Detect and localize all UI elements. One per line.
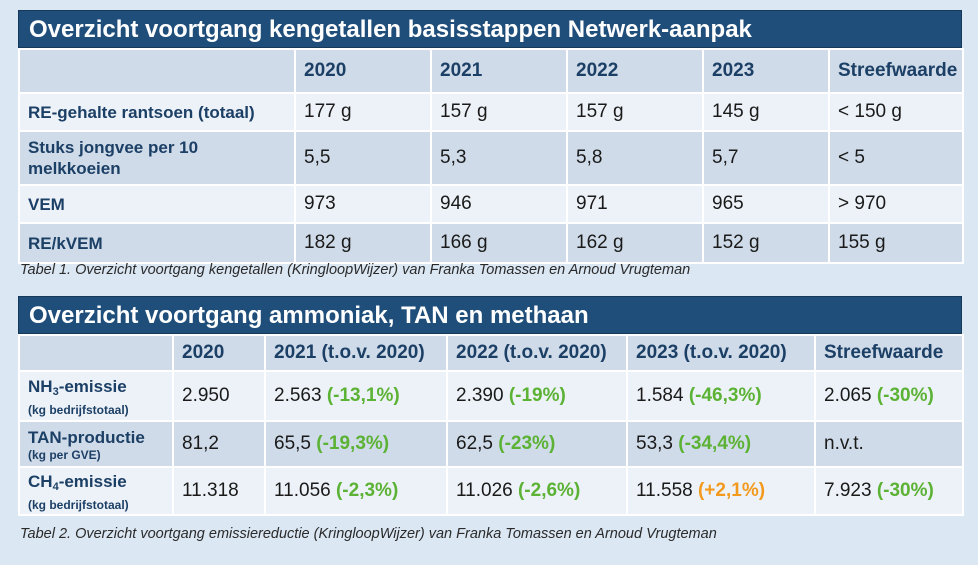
- change-percent: (-13,1%): [326, 385, 400, 406]
- table-cell: 11.056 (-2,3%): [264, 466, 448, 516]
- table-cell: 157 g: [430, 92, 568, 132]
- table-cell: 1.584 (-46,3%): [626, 370, 816, 422]
- table-cell: 152 g: [702, 222, 830, 264]
- row-label: TAN-productie (kg per GVE): [18, 420, 174, 468]
- table-row: RE/kVEM 182 g 166 g 162 g 152 g 155 g: [18, 222, 964, 264]
- table-cell: 11.026 (-2,6%): [446, 466, 628, 516]
- table1-caption: Tabel 1. Overzicht voortgang kengetallen…: [20, 262, 691, 278]
- table2-caption: Tabel 2. Overzicht voortgang emissieredu…: [20, 526, 717, 542]
- row-label: NH3-emissie (kg bedrijfstotaal): [18, 370, 174, 422]
- row-sublabel: (kg bedrijfstotaal): [28, 497, 129, 512]
- change-percent: (-19%): [508, 385, 566, 406]
- table1-header-cell: 2021: [430, 48, 568, 94]
- table2-header-row: 2020 2021 (t.o.v. 2020) 2022 (t.o.v. 202…: [18, 334, 964, 372]
- row-label-main: NH3-emissie: [28, 376, 127, 398]
- change-percent: (-34,4%): [678, 433, 752, 454]
- table2-title: Overzicht voortgang ammoniak, TAN en met…: [18, 296, 962, 334]
- table2-header-cell: 2023 (t.o.v. 2020): [626, 334, 816, 372]
- row-label: RE-gehalte rantsoen (totaal): [18, 92, 296, 132]
- row-label-main: TAN-productie: [28, 427, 145, 447]
- table1-block: Overzicht voortgang kengetallen basissta…: [18, 10, 964, 264]
- table-cell: 5,5: [294, 130, 432, 186]
- table2-header-cell: 2022 (t.o.v. 2020): [446, 334, 628, 372]
- table-cell: 7.923 (-30%): [814, 466, 964, 516]
- table-cell: 11.318: [172, 466, 266, 516]
- table-cell: 62,5 (-23%): [446, 420, 628, 468]
- table-cell: 2.563 (-13,1%): [264, 370, 448, 422]
- table-cell: 162 g: [566, 222, 704, 264]
- table-cell: 965: [702, 184, 830, 224]
- table1-header-cell: Streefwaarde: [828, 48, 964, 94]
- row-sublabel: (kg per GVE): [28, 447, 101, 462]
- table2-header-cell: 2020: [172, 334, 266, 372]
- table-cell: n.v.t.: [814, 420, 964, 468]
- row-label: Stuks jongvee per 10 melkkoeien: [18, 130, 296, 186]
- table-row: CH4-emissie (kg bedrijfstotaal) 11.318 1…: [18, 466, 964, 516]
- change-percent: (-30%): [876, 480, 934, 501]
- table-cell: 971: [566, 184, 704, 224]
- table-cell: 155 g: [828, 222, 964, 264]
- table1-header-cell: 2022: [566, 48, 704, 94]
- change-percent: (-2,6%): [517, 480, 581, 501]
- table-cell: 5,3: [430, 130, 568, 186]
- table1-header-row: 2020 2021 2022 2023 Streefwaarde: [18, 48, 964, 94]
- row-label-main: CH4-emissie: [28, 471, 127, 493]
- table-cell: 65,5 (-19,3%): [264, 420, 448, 468]
- table1-header-cell: [18, 48, 296, 94]
- change-percent: (-30%): [876, 385, 934, 406]
- table1-header-cell: 2020: [294, 48, 432, 94]
- table-cell: 5,7: [702, 130, 830, 186]
- table-cell: 81,2: [172, 420, 266, 468]
- table-cell: 2.065 (-30%): [814, 370, 964, 422]
- change-percent: (-46,3%): [688, 385, 762, 406]
- table-cell: 973: [294, 184, 432, 224]
- row-label: RE/kVEM: [18, 222, 296, 264]
- table2-block: Overzicht voortgang ammoniak, TAN en met…: [18, 296, 964, 516]
- table2-header-cell: 2021 (t.o.v. 2020): [264, 334, 448, 372]
- table-row: RE-gehalte rantsoen (totaal) 177 g 157 g…: [18, 92, 964, 132]
- row-label: CH4-emissie (kg bedrijfstotaal): [18, 466, 174, 516]
- table-cell: 145 g: [702, 92, 830, 132]
- table-cell: < 150 g: [828, 92, 964, 132]
- table-cell: < 5: [828, 130, 964, 186]
- table-cell: 946: [430, 184, 568, 224]
- table-row: TAN-productie (kg per GVE) 81,2 65,5 (-1…: [18, 420, 964, 468]
- table-cell: 2.950: [172, 370, 266, 422]
- table1: 2020 2021 2022 2023 Streefwaarde RE-geha…: [18, 48, 964, 264]
- table-cell: 5,8: [566, 130, 704, 186]
- table-cell: 53,3 (-34,4%): [626, 420, 816, 468]
- change-percent: (-23%): [498, 433, 556, 454]
- table-row: NH3-emissie (kg bedrijfstotaal) 2.950 2.…: [18, 370, 964, 422]
- table1-title: Overzicht voortgang kengetallen basissta…: [18, 10, 962, 48]
- table-row: VEM 973 946 971 965 > 970: [18, 184, 964, 224]
- table-cell: 177 g: [294, 92, 432, 132]
- table-cell: 157 g: [566, 92, 704, 132]
- table-cell: 166 g: [430, 222, 568, 264]
- table-cell: 182 g: [294, 222, 432, 264]
- row-sublabel: (kg bedrijfstotaal): [28, 402, 129, 417]
- change-percent: (+2,1%): [697, 480, 766, 501]
- table-cell: 11.558 (+2,1%): [626, 466, 816, 516]
- table2-header-cell: Streefwaarde: [814, 334, 964, 372]
- table1-header-cell: 2023: [702, 48, 830, 94]
- table-row: Stuks jongvee per 10 melkkoeien 5,5 5,3 …: [18, 130, 964, 186]
- row-label: VEM: [18, 184, 296, 224]
- change-percent: (-2,3%): [335, 480, 399, 501]
- table-cell: 2.390 (-19%): [446, 370, 628, 422]
- change-percent: (-19,3%): [316, 433, 390, 454]
- table2: 2020 2021 (t.o.v. 2020) 2022 (t.o.v. 202…: [18, 334, 964, 516]
- table-cell: > 970: [828, 184, 964, 224]
- table2-header-cell: [18, 334, 174, 372]
